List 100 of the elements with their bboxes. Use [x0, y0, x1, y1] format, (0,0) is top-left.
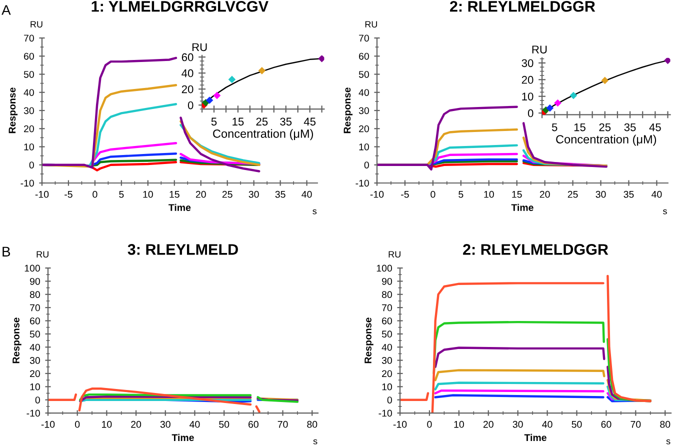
y-tick-label: 0: [188, 101, 194, 110]
x-tick-label: 30: [512, 420, 523, 428]
x-tick-label: 80: [307, 420, 318, 428]
y-tick-label: 70: [30, 304, 40, 312]
y-tick-label: 90: [382, 278, 392, 285]
point: [318, 55, 324, 62]
y-tick-label: 40: [358, 89, 369, 96]
x-tick-label: 15: [232, 118, 244, 126]
y-tick-label: 70: [24, 34, 34, 42]
y-tick-label: 40: [182, 69, 194, 78]
text: B: [2, 246, 10, 256]
y-tick-label: 30: [358, 107, 369, 114]
y-tick-label: 30: [30, 357, 40, 364]
x-tick-label: 25: [222, 190, 232, 198]
x-tick-label: 80: [660, 420, 670, 428]
text: RU: [388, 251, 400, 258]
y-tick-label: 60: [24, 52, 34, 60]
y-axis-title: RU: [532, 46, 547, 54]
point: [570, 92, 578, 100]
text: s: [312, 209, 317, 214]
x-tick-label: 40: [302, 190, 312, 198]
x-tick-label: 60: [248, 420, 258, 428]
text: A: [2, 5, 11, 15]
text: s: [662, 209, 667, 214]
y-tick-label: -10: [20, 180, 34, 187]
x-axis-title: Time: [524, 434, 546, 442]
y-tick-label: 70: [359, 34, 369, 42]
point: [554, 99, 562, 107]
y-axis-title: Response: [8, 88, 18, 134]
x-tick-label: -10: [35, 190, 49, 198]
text: RU: [36, 251, 48, 258]
y-tick-label: 0: [387, 396, 392, 404]
point: [206, 96, 214, 104]
y-tick-label: 10: [359, 143, 369, 150]
x-tick-label: 15: [574, 123, 586, 132]
y-tick-label: 20: [30, 370, 40, 378]
chart-title: 1: YLMELDGRRGLVCGV: [92, 0, 268, 12]
y-tick-label: 50: [24, 70, 34, 78]
point: [546, 104, 554, 112]
y-tick-label: 50: [382, 330, 392, 338]
y-tick-label: 0: [35, 396, 40, 404]
x-tick-label: 70: [630, 420, 641, 428]
x-tick-label: -5: [64, 191, 72, 198]
text: s: [313, 439, 318, 444]
point: [213, 92, 221, 100]
y-tick-label: 30: [382, 357, 392, 364]
x-tick-label: 20: [131, 420, 142, 428]
y-tick-label: 80: [30, 291, 40, 298]
y-tick-label: -10: [26, 410, 40, 417]
x-tick-label: 50: [572, 420, 582, 428]
x-tick-label: 15: [512, 191, 522, 198]
x-tick-label: 45: [304, 118, 316, 126]
x-tick-label: 25: [568, 190, 578, 198]
x-tick-label: 35: [275, 190, 286, 198]
x-tick-label: 40: [190, 420, 200, 428]
y-tick-label: 30: [522, 59, 534, 68]
x-tick-label: 5: [458, 191, 464, 198]
y-tick-label: 80: [382, 291, 392, 298]
x-tick-label: 35: [280, 118, 292, 126]
y-tick-label: 60: [359, 52, 369, 60]
x-tick-label: 0: [427, 420, 432, 428]
y-tick-label: 60: [382, 317, 392, 324]
point: [258, 66, 266, 74]
x-tick-label: 35: [624, 190, 634, 198]
x-tick-label: 40: [542, 420, 552, 428]
x-axis-title: Time: [511, 204, 534, 212]
x-tick-label: -10: [41, 420, 55, 428]
y-tick-label: 100: [376, 264, 392, 272]
x-tick-label: 20: [540, 190, 550, 198]
y-axis-title: Response: [12, 318, 22, 364]
x-axis-title: Time: [172, 434, 194, 442]
x-tick-label: 0: [92, 190, 98, 198]
x-tick-label: 5: [119, 191, 124, 198]
y-tick-label: -10: [378, 410, 392, 417]
y-tick-label: 60: [30, 317, 40, 324]
x-tick-label: -10: [393, 420, 407, 428]
x-tick-label: 10: [484, 190, 494, 198]
x-tick-label: 0: [75, 420, 80, 428]
x-tick-label: 70: [278, 420, 288, 428]
y-tick-label: 50: [358, 70, 369, 78]
x-axis-title: Concentration (μM): [556, 134, 656, 146]
x-tick-label: 5: [552, 123, 558, 132]
x-tick-label: 30: [160, 420, 170, 428]
y-tick-label: 10: [382, 383, 392, 390]
chart-title: 2: RLEYLMELDGGR: [463, 244, 608, 255]
point: [664, 58, 670, 64]
y-tick-label: 40: [24, 89, 34, 96]
y-tick-label: 50: [30, 330, 40, 338]
x-tick-label: -5: [401, 191, 409, 198]
x-tick-label: 25: [256, 118, 268, 126]
y-tick-label: 20: [522, 76, 534, 84]
x-tick-label: 10: [454, 420, 464, 428]
x-axis-title: Concentration (μM): [213, 129, 314, 140]
text: s: [666, 439, 670, 444]
x-tick-label: 35: [624, 123, 636, 132]
point: [601, 76, 609, 84]
x-tick-label: 5: [211, 118, 217, 126]
chart-title: 2: RLEYLMELDGGR: [450, 0, 596, 12]
y-tick-label: 0: [29, 162, 34, 168]
y-axis-title: RU: [192, 43, 207, 52]
